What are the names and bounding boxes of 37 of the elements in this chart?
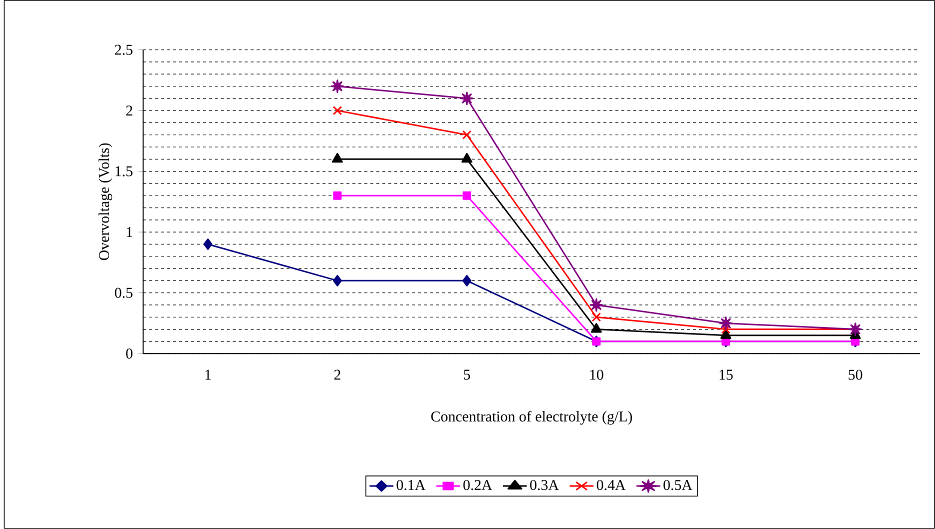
y-axis-title: Overvoltage (Volts) bbox=[98, 143, 112, 260]
x-tick-label: 50 bbox=[848, 370, 862, 380]
point bbox=[332, 275, 342, 286]
y-tick-label: 1 bbox=[126, 227, 132, 238]
x-tick-label: 2 bbox=[334, 370, 340, 380]
point bbox=[462, 275, 472, 286]
legend-label: 0.1A bbox=[396, 480, 426, 490]
point bbox=[848, 322, 862, 336]
legend-label: 0.2A bbox=[463, 480, 492, 490]
y-tick-label: 0.5 bbox=[114, 288, 132, 298]
point bbox=[460, 92, 474, 106]
y-tick-label: 2.5 bbox=[115, 44, 132, 55]
y-tick-label: 2 bbox=[126, 106, 132, 116]
point bbox=[590, 323, 602, 333]
point bbox=[721, 324, 730, 334]
x-tick-label: 5 bbox=[464, 370, 470, 380]
legend-label: 0.5A bbox=[664, 480, 692, 490]
point bbox=[719, 316, 733, 330]
point bbox=[462, 191, 472, 200]
x-tick-label: 15 bbox=[720, 370, 733, 380]
x-axis-title: Concentration of electrolyte (g/L) bbox=[431, 410, 632, 425]
point bbox=[590, 298, 604, 312]
point bbox=[720, 329, 732, 339]
point bbox=[330, 80, 344, 94]
legend-label: 0.4A bbox=[596, 480, 626, 490]
point bbox=[592, 312, 601, 322]
y-tick-label: 0 bbox=[126, 348, 132, 359]
x-tick-label: 1 bbox=[206, 370, 211, 380]
point bbox=[332, 152, 343, 163]
y-tick-label: 1.5 bbox=[116, 166, 132, 176]
x-tick-label: 10 bbox=[590, 370, 604, 380]
point bbox=[332, 106, 342, 116]
point bbox=[203, 238, 212, 250]
point bbox=[462, 130, 472, 140]
point bbox=[333, 191, 342, 200]
legend-label: 0.3A bbox=[530, 480, 559, 490]
point bbox=[461, 152, 472, 163]
